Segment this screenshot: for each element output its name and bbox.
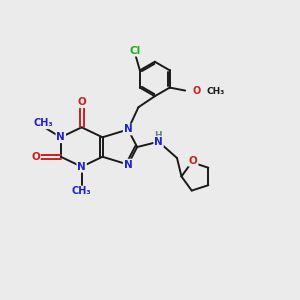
Text: O: O (31, 152, 40, 162)
Text: O: O (77, 97, 86, 107)
Text: N: N (124, 124, 132, 134)
Text: N: N (56, 132, 65, 142)
Text: Cl: Cl (130, 46, 141, 56)
Text: N: N (154, 137, 163, 147)
Text: CH₃: CH₃ (33, 118, 53, 128)
Text: N: N (124, 160, 132, 170)
Text: CH₃: CH₃ (72, 186, 92, 197)
Text: N: N (77, 162, 86, 172)
Text: O: O (189, 156, 198, 166)
Text: O: O (192, 85, 201, 96)
Text: H: H (154, 130, 162, 140)
Text: CH₃: CH₃ (207, 87, 225, 96)
